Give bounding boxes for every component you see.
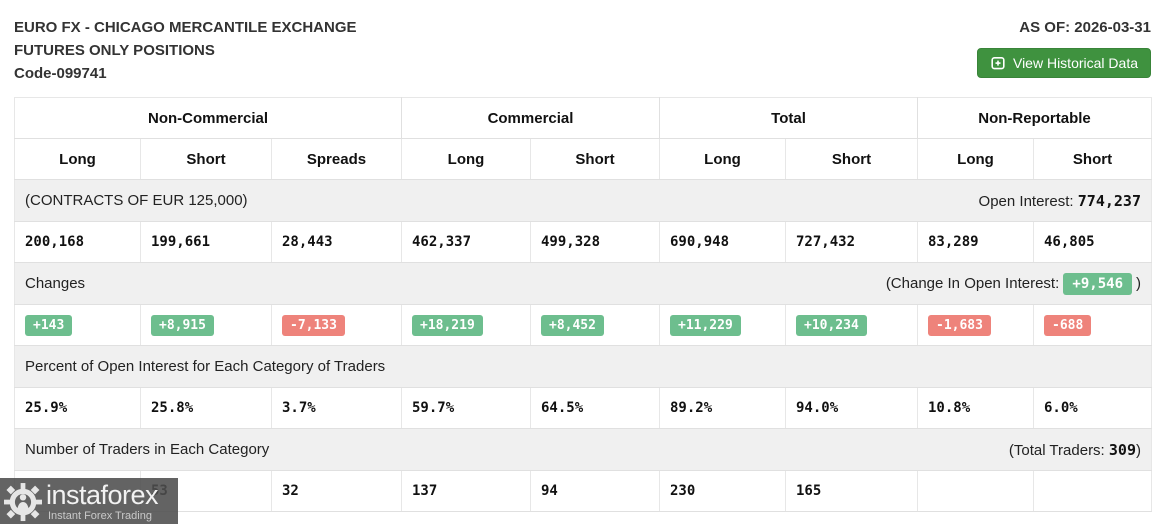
change-badge: -1,683 xyxy=(928,314,991,336)
column-group-total: Total xyxy=(659,97,918,139)
change-oi-suffix: ) xyxy=(1136,274,1141,292)
position-cell: 462,337 xyxy=(401,221,531,263)
report-code: Code-099741 xyxy=(14,65,107,82)
change-cell: +18,219 xyxy=(401,304,531,346)
percent-cell: 89.2% xyxy=(659,387,786,429)
traders-cell: 230 xyxy=(659,470,786,512)
position-cell: 46,805 xyxy=(1033,221,1152,263)
traders-cell xyxy=(917,470,1034,512)
changes-band-row: Changes (Change In Open Interest: +9,546… xyxy=(14,262,1152,305)
change-cell: +11,229 xyxy=(659,304,786,346)
change-badge: +8,915 xyxy=(151,314,214,336)
report-header-right: AS OF: 2026-03-31 View Historical Data xyxy=(976,16,1151,85)
instaforex-brand: instaforex xyxy=(46,480,159,510)
report-title: EURO FX - CHICAGO MERCANTILE EXCHANGE FU… xyxy=(14,16,357,85)
position-cell: 499,328 xyxy=(530,221,660,263)
report-title-line1: EURO FX - CHICAGO MERCANTILE EXCHANGE xyxy=(14,19,357,36)
column-header-c-short: Short xyxy=(530,138,660,180)
change-in-open-interest: (Change In Open Interest: +9,546) xyxy=(659,262,1152,305)
column-header-nc-spreads: Spreads xyxy=(271,138,402,180)
as-of-date: AS OF: 2026-03-31 xyxy=(1019,19,1151,36)
open-interest-label: Open Interest: xyxy=(978,192,1078,210)
column-header-row: Long Short Spreads Long Short Long Short… xyxy=(14,138,1152,180)
changes-label: Changes xyxy=(14,262,660,305)
total-traders-value: 309 xyxy=(1108,440,1136,459)
cot-table: Non-Commercial Commercial Total Non-Repo… xyxy=(14,97,1152,512)
total-traders: (Total Traders: 309) xyxy=(659,428,1152,471)
column-header-nr-long: Long xyxy=(917,138,1034,180)
traders-cell: 137 xyxy=(401,470,531,512)
change-cell: +8,452 xyxy=(530,304,660,346)
change-cell: +10,234 xyxy=(785,304,918,346)
traders-cell: 32 xyxy=(271,470,402,512)
traders-band-row: Number of Traders in Each Category (Tota… xyxy=(14,428,1152,471)
change-badge: +18,219 xyxy=(412,314,483,336)
change-cell: -1,683 xyxy=(917,304,1034,346)
column-header-c-long: Long xyxy=(401,138,531,180)
view-historical-data-button[interactable]: View Historical Data xyxy=(976,48,1151,78)
changes-row: +143 +8,915 -7,133 +18,219 +8,452 +11,22… xyxy=(14,304,1152,346)
instaforex-tagline: Instant Forex Trading xyxy=(48,510,152,522)
change-badge: -688 xyxy=(1044,314,1092,336)
position-cell: 199,661 xyxy=(140,221,272,263)
column-header-nc-long: Long xyxy=(14,138,141,180)
total-traders-prefix: (Total Traders: xyxy=(1008,441,1109,459)
column-group-nonreportable: Non-Reportable xyxy=(917,97,1152,139)
open-interest-value: 774,237 xyxy=(1077,191,1141,210)
percent-cell: 94.0% xyxy=(785,387,918,429)
traders-label: Number of Traders in Each Category xyxy=(14,428,660,471)
report-header: EURO FX - CHICAGO MERCANTILE EXCHANGE FU… xyxy=(0,0,1165,85)
position-cell: 28,443 xyxy=(271,221,402,263)
contracts-band-row: (CONTRACTS OF EUR 125,000) Open Interest… xyxy=(14,179,1152,222)
traders-row: 53 32 137 94 230 165 xyxy=(14,470,1152,512)
change-cell: -688 xyxy=(1033,304,1152,346)
traders-cell xyxy=(1033,470,1152,512)
change-badge: +11,229 xyxy=(670,314,741,336)
percent-cell: 64.5% xyxy=(530,387,660,429)
change-badge: +143 xyxy=(25,314,73,336)
column-group-commercial: Commercial xyxy=(401,97,660,139)
column-header-nc-short: Short xyxy=(140,138,272,180)
column-header-t-short: Short xyxy=(785,138,918,180)
percent-label: Percent of Open Interest for Each Catego… xyxy=(14,345,1152,388)
change-badge: -7,133 xyxy=(282,314,345,336)
total-traders-suffix: ) xyxy=(1136,441,1141,459)
contracts-label: (CONTRACTS OF EUR 125,000) xyxy=(14,179,660,222)
position-cell: 83,289 xyxy=(917,221,1034,263)
traders-cell: 165 xyxy=(785,470,918,512)
view-historical-data-label: View Historical Data xyxy=(1012,55,1138,71)
traders-cell: 94 xyxy=(530,470,660,512)
percent-band-row: Percent of Open Interest for Each Catego… xyxy=(14,345,1152,388)
change-badge: +8,452 xyxy=(541,314,604,336)
change-cell: -7,133 xyxy=(271,304,402,346)
position-cell: 727,432 xyxy=(785,221,918,263)
column-header-t-long: Long xyxy=(659,138,786,180)
percent-cell: 10.8% xyxy=(917,387,1034,429)
instaforex-logo-icon xyxy=(4,482,46,524)
column-group-row: Non-Commercial Commercial Total Non-Repo… xyxy=(14,97,1152,139)
percent-cell: 3.7% xyxy=(271,387,402,429)
percent-cell: 25.8% xyxy=(140,387,272,429)
positions-row: 200,168 199,661 28,443 462,337 499,328 6… xyxy=(14,221,1152,263)
calendar-plus-icon xyxy=(990,55,1006,71)
change-badge: +10,234 xyxy=(796,314,867,336)
change-oi-badge: +9,546 xyxy=(1063,272,1132,295)
percent-cell: 6.0% xyxy=(1033,387,1152,429)
percent-cell: 59.7% xyxy=(401,387,531,429)
change-oi-prefix: (Change In Open Interest: xyxy=(885,274,1064,292)
percent-cell: 25.9% xyxy=(14,387,141,429)
report-title-line2: FUTURES ONLY POSITIONS xyxy=(14,42,215,59)
instaforex-watermark-text: instaforex Instant Forex Trading xyxy=(46,480,159,522)
open-interest: Open Interest: 774,237 xyxy=(659,179,1152,222)
position-cell: 690,948 xyxy=(659,221,786,263)
column-header-nr-short: Short xyxy=(1033,138,1152,180)
percents-row: 25.9% 25.8% 3.7% 59.7% 64.5% 89.2% 94.0%… xyxy=(14,387,1152,429)
change-cell: +143 xyxy=(14,304,141,346)
column-group-noncommercial: Non-Commercial xyxy=(14,97,402,139)
change-cell: +8,915 xyxy=(140,304,272,346)
position-cell: 200,168 xyxy=(14,221,141,263)
instaforex-watermark: instaforex Instant Forex Trading xyxy=(0,478,178,524)
